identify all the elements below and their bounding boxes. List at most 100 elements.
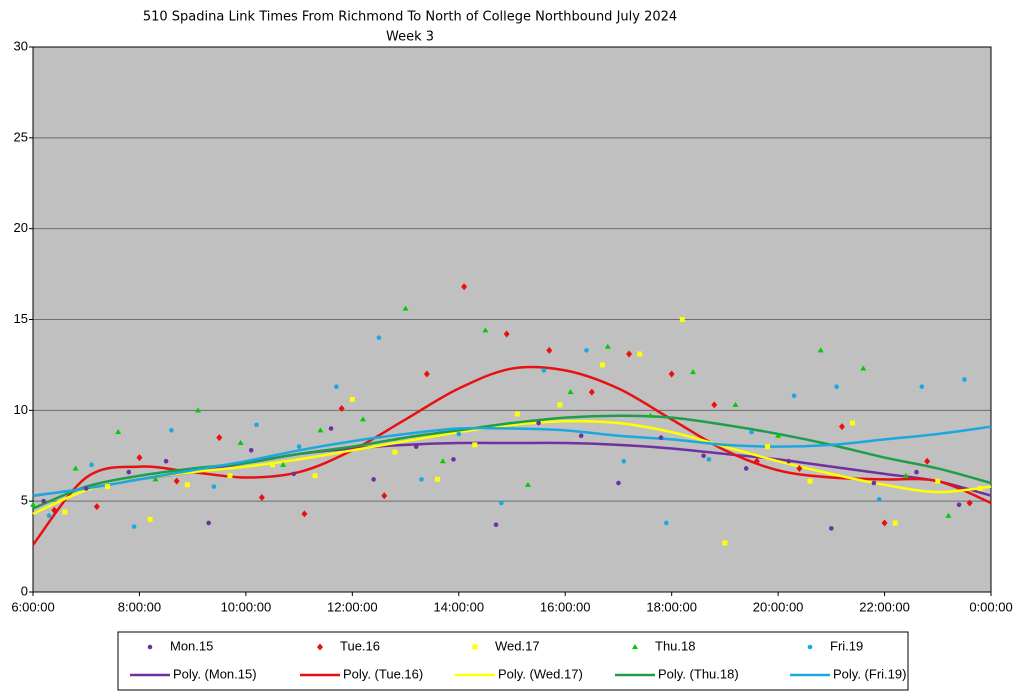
point — [966, 499, 973, 507]
point — [211, 484, 217, 489]
point — [136, 454, 143, 462]
x-tick-label: 20:00:00 — [753, 599, 804, 614]
y-tick-label: 15 — [14, 311, 28, 326]
point — [977, 485, 983, 491]
point — [807, 478, 813, 484]
legend-marker — [807, 644, 813, 650]
point — [434, 476, 440, 482]
x-tick-label: 0:00:00 — [969, 599, 1012, 614]
point — [371, 477, 376, 482]
point — [689, 369, 696, 375]
point — [871, 480, 877, 486]
y-tick-label: 30 — [14, 38, 28, 53]
point — [169, 428, 174, 433]
point — [115, 429, 122, 435]
point — [461, 283, 468, 291]
legend-label: Thu.18 — [655, 638, 695, 653]
point — [557, 402, 563, 408]
point — [962, 377, 967, 382]
point — [41, 498, 46, 504]
point — [578, 433, 584, 439]
point — [46, 513, 52, 518]
point — [451, 457, 456, 462]
point — [147, 516, 153, 522]
point — [334, 384, 339, 390]
point — [317, 427, 324, 433]
point — [786, 458, 792, 464]
point — [338, 405, 345, 413]
point — [237, 440, 244, 446]
point — [668, 370, 675, 378]
point — [93, 503, 100, 511]
point — [258, 494, 265, 502]
point — [206, 520, 211, 526]
point — [834, 384, 839, 390]
point — [194, 407, 201, 413]
y-tick-label: 25 — [14, 129, 28, 144]
point — [472, 442, 478, 448]
point — [72, 465, 79, 471]
point — [775, 432, 782, 438]
point — [664, 520, 669, 526]
point — [584, 348, 589, 353]
point — [753, 457, 760, 465]
point — [439, 458, 446, 464]
point — [359, 416, 366, 422]
point — [83, 486, 89, 491]
point — [616, 480, 621, 486]
point — [503, 330, 510, 338]
point — [658, 435, 664, 440]
point — [829, 526, 834, 531]
legend-label: Poly. (Fri.19) — [833, 666, 906, 681]
point — [376, 335, 382, 340]
point — [621, 458, 627, 464]
trend-line — [32, 425, 992, 497]
trend-line — [32, 419, 992, 516]
point — [126, 469, 132, 475]
point — [402, 305, 409, 311]
point — [381, 492, 388, 500]
point — [152, 476, 159, 482]
point — [945, 512, 952, 518]
point — [914, 469, 919, 475]
point — [722, 540, 728, 546]
x-tick-label: 10:00:00 — [221, 599, 272, 614]
point — [956, 502, 962, 508]
point — [541, 368, 547, 373]
point — [749, 429, 754, 435]
point — [791, 393, 797, 399]
legend-label: Wed.17 — [495, 638, 540, 653]
point — [796, 464, 803, 472]
point — [62, 509, 68, 515]
point — [423, 370, 430, 378]
plot-border — [32, 46, 992, 593]
point — [647, 412, 654, 418]
point — [328, 426, 334, 431]
x-tick-label: 6:00:00 — [11, 599, 54, 614]
legend-marker — [632, 644, 638, 649]
point — [850, 420, 856, 426]
point — [817, 347, 824, 353]
point — [732, 401, 739, 407]
point — [919, 384, 925, 390]
point — [604, 343, 611, 349]
point — [456, 431, 462, 437]
point — [876, 497, 882, 502]
point — [935, 478, 941, 484]
point — [482, 327, 489, 333]
point — [860, 365, 867, 371]
point — [546, 346, 553, 354]
point — [902, 472, 909, 478]
point — [679, 317, 685, 322]
point — [163, 458, 169, 464]
y-tick-label: 20 — [14, 220, 28, 235]
point — [419, 477, 424, 482]
point — [89, 462, 94, 468]
y-tick-label: 10 — [14, 402, 28, 417]
x-tick-label: 14:00:00 — [433, 599, 484, 614]
point — [227, 473, 233, 479]
point — [536, 420, 541, 426]
point — [588, 388, 595, 396]
legend — [117, 631, 909, 691]
point — [413, 444, 419, 449]
